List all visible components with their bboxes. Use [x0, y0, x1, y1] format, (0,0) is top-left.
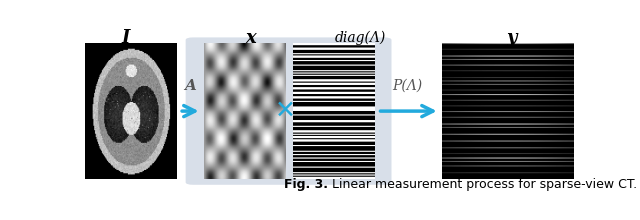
Text: x: x [246, 29, 257, 47]
Text: Linear measurement process for sparse-view CT.: Linear measurement process for sparse-vi… [328, 178, 637, 191]
Text: diag(Λ): diag(Λ) [335, 31, 386, 46]
Text: y: y [506, 29, 516, 47]
Text: ✕: ✕ [275, 99, 296, 123]
FancyBboxPatch shape [186, 37, 392, 185]
Text: Fig. 3.: Fig. 3. [284, 178, 328, 191]
Text: P(Λ): P(Λ) [392, 79, 422, 93]
Text: I: I [122, 29, 130, 47]
Text: A: A [184, 79, 196, 93]
